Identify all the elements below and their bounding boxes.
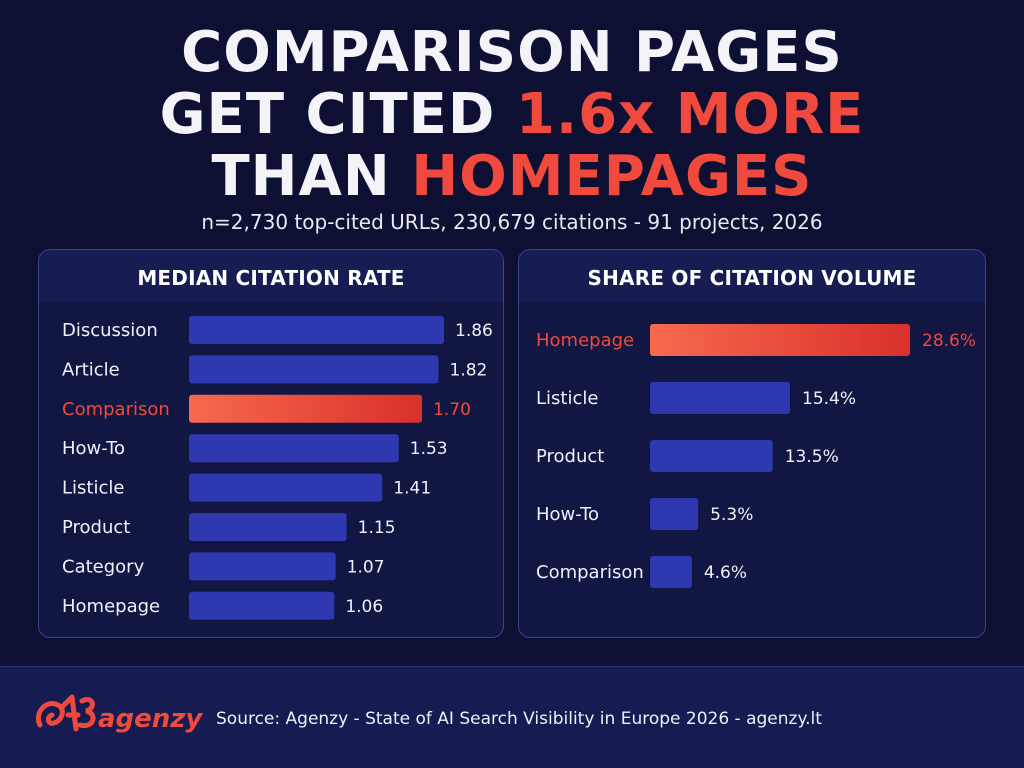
bar-homepage — [650, 324, 910, 356]
category-label-product: Product — [536, 446, 604, 467]
bar-how-to — [650, 498, 699, 530]
value-label-homepage: 28.6% — [922, 331, 976, 351]
category-label-listicle: Listicle — [536, 388, 598, 409]
headline-line-3-white: THAN — [211, 144, 412, 209]
category-label-article: Article — [62, 359, 120, 380]
value-label-listicle: 1.41 — [393, 479, 431, 499]
bar-comparison — [650, 556, 692, 588]
bar-how-to — [189, 434, 399, 463]
value-label-article: 1.82 — [450, 360, 488, 380]
category-label-comparison: Comparison — [62, 399, 170, 420]
category-label-product: Product — [62, 517, 130, 538]
bar-article — [189, 355, 439, 384]
category-label-how-to: How-To — [62, 438, 125, 459]
headline-line-2-white: GET CITED — [159, 82, 516, 147]
value-label-product: 1.15 — [358, 518, 396, 538]
bar-category — [189, 552, 336, 581]
value-label-listicle: 15.4% — [802, 389, 856, 409]
value-label-how-to: 1.53 — [410, 439, 448, 459]
bar-product — [650, 440, 773, 472]
category-label-comparison: Comparison — [536, 562, 644, 583]
value-label-product: 13.5% — [785, 447, 839, 467]
value-label-category: 1.07 — [347, 557, 385, 577]
median-citation-rate-chart: Discussion 1.86 Article 1.82 Comparison 1.70 H… — [62, 316, 493, 620]
citation-volume-chart: Homepage 28.6% Listicle 15.4% Product 13.5% Ho… — [536, 324, 976, 588]
category-label-category: Category — [62, 556, 145, 577]
headline-line-2: GET CITED 1.6x MORE — [0, 84, 1024, 146]
bar-listicle — [189, 473, 383, 502]
value-label-discussion: 1.86 — [455, 321, 493, 341]
value-label-comparison: 1.70 — [433, 400, 471, 420]
value-label-how-to: 5.3% — [710, 505, 753, 525]
bar-homepage — [189, 591, 335, 620]
category-label-discussion: Discussion — [62, 320, 158, 341]
logo-text: agenzy — [98, 704, 203, 734]
value-label-comparison: 4.6% — [704, 563, 747, 583]
headline-line-3: THAN HOMEPAGES — [0, 146, 1024, 208]
category-label-homepage: Homepage — [62, 596, 160, 617]
median-citation-rate-title: MEDIAN CITATION RATE — [39, 250, 503, 302]
headline-line-1-text: COMPARISON PAGES — [181, 20, 843, 85]
subtitle: n=2,730 top-cited URLs, 230,679 citation… — [201, 210, 823, 234]
category-label-listicle: Listicle — [62, 478, 124, 499]
citation-volume-panel: SHARE OF CITATION VOLUME Homepage 28.6% Li… — [518, 249, 986, 638]
headline-line-2-red: 1.6x MORE — [515, 82, 865, 147]
category-label-how-to: How-To — [536, 504, 599, 525]
value-label-homepage: 1.06 — [345, 597, 383, 617]
citation-volume-title: SHARE OF CITATION VOLUME — [519, 250, 985, 302]
bar-discussion — [189, 316, 444, 344]
headline-line-3-red: HOMEPAGES — [411, 144, 813, 209]
bar-product — [189, 513, 347, 541]
bar-listicle — [650, 382, 790, 414]
source-text: Source: Agenzy - State of AI Search Visi… — [216, 709, 822, 729]
agenzy-logo: agenzy — [36, 694, 203, 734]
bar-comparison — [189, 394, 423, 423]
headline: COMPARISON PAGES GET CITED 1.6x MORE THA… — [0, 22, 1024, 208]
median-citation-rate-panel: MEDIAN CITATION RATE Discussion 1.86 Artic… — [38, 249, 504, 638]
category-label-homepage: Homepage — [536, 330, 634, 351]
headline-line-1: COMPARISON PAGES — [0, 22, 1024, 84]
footer: agenzy Source: Agenzy - State of AI Sear… — [0, 666, 1024, 768]
